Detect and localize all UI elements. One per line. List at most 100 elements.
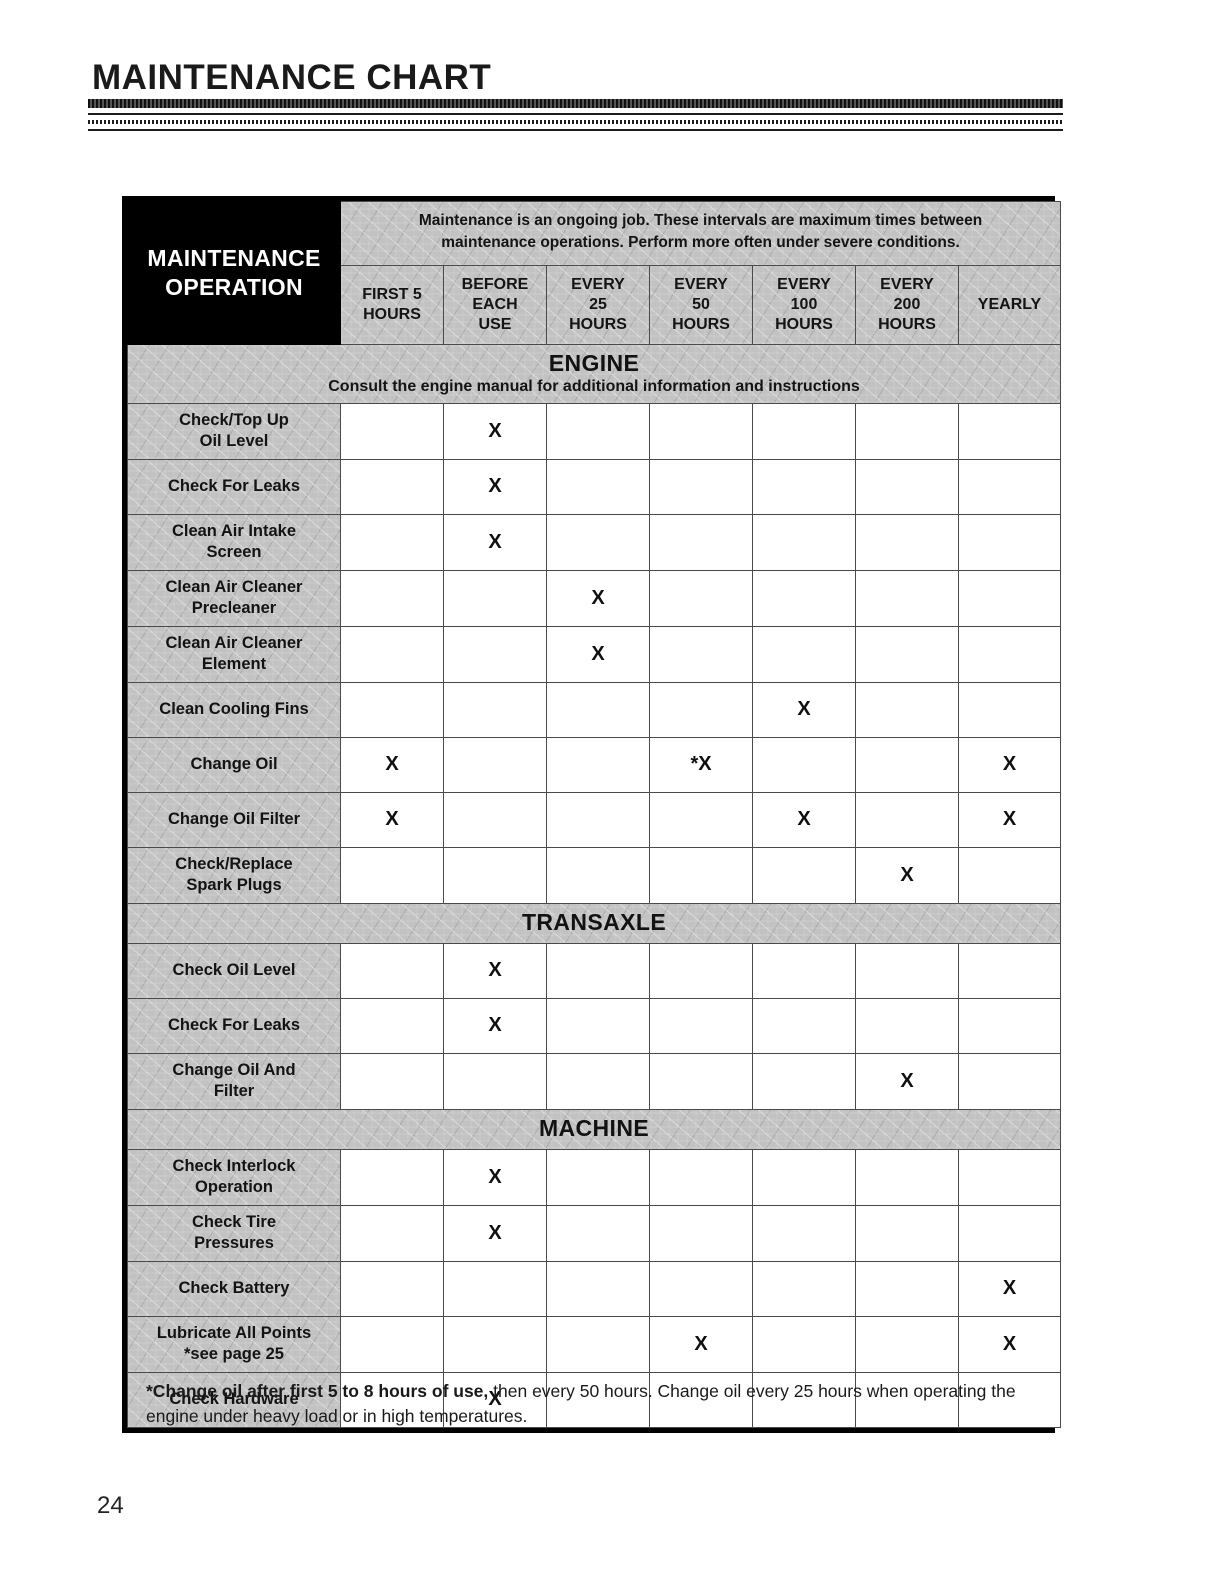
section-title: TRANSAXLE <box>521 908 667 935</box>
interval-mark-yearly: X <box>957 1260 1062 1317</box>
interval-mark-before: X <box>443 402 547 460</box>
operation-name-line1: Check/Top Up <box>179 411 289 430</box>
column-header-line3: HOURS <box>775 315 833 333</box>
operation-name-cell: Check/Top Up Oil Level <box>127 402 341 460</box>
column-header-line1: YEARLY <box>977 295 1042 313</box>
operation-name-line1: Check Battery <box>178 1279 290 1298</box>
operation-name-cell: Lubricate All Points *see page 25 <box>127 1315 341 1373</box>
table-row: Check Battery X <box>127 1260 1062 1317</box>
section-header-engine: ENGINE Consult the engine manual for addi… <box>126 343 1062 404</box>
interval-mark-first5 <box>340 942 444 999</box>
operation-name-cell: Clean Cooling Fins <box>127 681 341 738</box>
interval-note-line2: maintenance operations. Perform more oft… <box>441 234 960 252</box>
column-header-every200: EVERY 200 HOURS <box>855 264 959 345</box>
interval-mark-every200 <box>855 1371 959 1428</box>
corner-label-line2: OPERATION <box>165 273 303 300</box>
column-header-before: BEFORE EACH USE <box>443 264 547 345</box>
interval-mark-every50 <box>649 846 753 904</box>
table-row: Check For Leaks X <box>127 458 1062 515</box>
table-row: Change Oil X *X X <box>127 736 1062 793</box>
table-row: Check Tire Pressures X <box>127 1204 1062 1262</box>
interval-mark-before <box>443 1052 547 1110</box>
section-subtitle: Consult the engine manual for additional… <box>328 377 860 395</box>
interval-mark-every100 <box>752 458 856 515</box>
interval-mark-every50 <box>649 681 753 738</box>
interval-mark-first5: X <box>340 791 444 848</box>
interval-mark-every100 <box>752 1371 856 1428</box>
interval-mark-every100 <box>752 402 856 460</box>
interval-mark-yearly <box>957 1052 1062 1110</box>
footnote-bold: *Change oil after first 5 to 8 hours of … <box>146 1381 489 1401</box>
page-number: 24 <box>97 1492 124 1519</box>
interval-mark-first5 <box>340 1315 444 1373</box>
column-header-line3: HOURS <box>672 315 730 333</box>
interval-mark-yearly: X <box>957 736 1062 793</box>
table-row: Check Oil Level X <box>127 942 1062 999</box>
table-header-row-note: MAINTENANCE OPERATION Maintenance is an on… <box>127 201 1062 345</box>
interval-mark-before <box>443 625 547 683</box>
divider-rule-thin <box>88 113 1063 115</box>
interval-mark-first5 <box>340 569 444 627</box>
operation-name-cell: Clean Air Intake Screen <box>127 513 341 571</box>
interval-mark-first5 <box>340 513 444 571</box>
interval-mark-before: X <box>443 1371 547 1428</box>
interval-mark-every25 <box>546 458 650 515</box>
footnote-rest: then every 50 hours. Change oil every 25… <box>146 1381 1016 1427</box>
table-row: Clean Air Cleaner Element X <box>127 625 1062 683</box>
section-header-machine: MACHINE <box>126 1108 1062 1150</box>
table-row: Check For Leaks X <box>127 997 1062 1054</box>
operation-name-cell: Check For Leaks <box>127 458 341 515</box>
interval-mark-every50 <box>649 997 753 1054</box>
table-row: Clean Air Intake Screen X <box>127 513 1062 571</box>
column-header-first5: FIRST 5 HOURS <box>340 264 444 345</box>
interval-mark-every200 <box>855 1260 959 1317</box>
interval-mark-before <box>443 846 547 904</box>
operation-name-line2: Oil Level <box>199 432 269 451</box>
divider-rule-dotted <box>88 120 1063 124</box>
table-row: Change Oil Filter X X X <box>127 791 1062 848</box>
interval-mark-every25 <box>546 681 650 738</box>
interval-mark-every50: X <box>649 1315 753 1373</box>
interval-mark-every100 <box>752 997 856 1054</box>
operation-name-line2: Spark Plugs <box>186 876 282 895</box>
operation-name-line1: Clean Air Intake <box>171 522 297 541</box>
interval-mark-every100 <box>752 569 856 627</box>
interval-mark-every25 <box>546 1315 650 1373</box>
footnote: *Change oil after first 5 to 8 hours of … <box>146 1379 1036 1430</box>
operation-name-line2: Operation <box>195 1178 273 1197</box>
table-row: Clean Air Cleaner Precleaner X <box>127 569 1062 627</box>
column-header-every25: EVERY 25 HOURS <box>546 264 650 345</box>
interval-mark-every200 <box>855 402 959 460</box>
column-header-line2: 100 <box>790 295 818 313</box>
interval-mark-every100: X <box>752 681 856 738</box>
column-header-line1: EVERY <box>880 275 934 293</box>
interval-mark-every50 <box>649 458 753 515</box>
interval-mark-every200 <box>855 1204 959 1262</box>
interval-mark-before: X <box>443 1204 547 1262</box>
interval-mark-every100 <box>752 1148 856 1206</box>
section-title: ENGINE <box>548 349 640 376</box>
column-header-line2: 50 <box>692 295 710 313</box>
interval-mark-every25 <box>546 1371 650 1428</box>
interval-mark-before: X <box>443 942 547 999</box>
interval-mark-every200 <box>855 1148 959 1206</box>
interval-mark-every25 <box>546 1052 650 1110</box>
interval-mark-every25 <box>546 402 650 460</box>
interval-mark-before <box>443 736 547 793</box>
page-title: MAINTENANCE CHART <box>92 58 492 97</box>
interval-mark-every25 <box>546 513 650 571</box>
interval-mark-every25 <box>546 997 650 1054</box>
operation-name-cell: Check Interlock Operation <box>127 1148 341 1206</box>
interval-mark-every50 <box>649 791 753 848</box>
operation-name-cell: Check Oil Level <box>127 942 341 999</box>
interval-mark-yearly <box>957 846 1062 904</box>
table-row: Change Oil And Filter X <box>127 1052 1062 1110</box>
interval-mark-every50 <box>649 1260 753 1317</box>
maintenance-operation-header: MAINTENANCE OPERATION <box>127 201 341 345</box>
column-header-line1: EVERY <box>777 275 831 293</box>
operation-name-line2: Element <box>201 655 267 674</box>
operation-name-line2: *see page 25 <box>184 1345 284 1364</box>
interval-mark-every50 <box>649 1204 753 1262</box>
interval-mark-before: X <box>443 1148 547 1206</box>
operation-name-line1: Check Oil Level <box>172 961 296 980</box>
